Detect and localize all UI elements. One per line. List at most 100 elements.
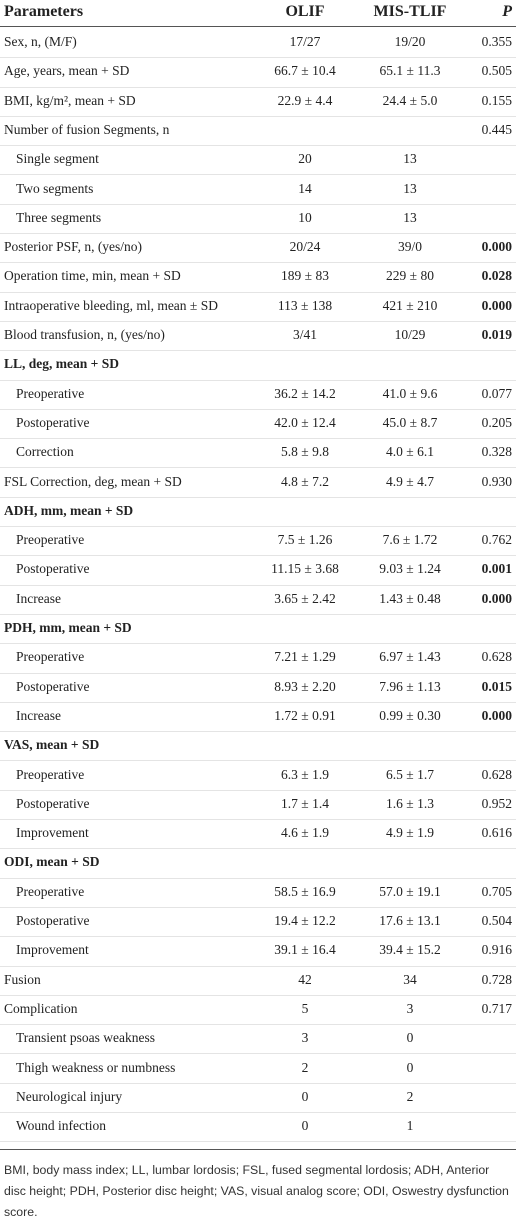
- table-row: Operation time, min, mean + SD 189 ± 83 22…: [0, 262, 516, 293]
- table-row: ODI, mean + SD: [0, 848, 516, 879]
- table-cell: 0.355: [481, 34, 512, 49]
- table-cell: 0.155: [481, 92, 512, 108]
- table-cell: 3/41: [292, 327, 317, 342]
- table-cell: 19/20: [394, 34, 426, 49]
- table-row: ADH, mm, mean + SD: [0, 497, 516, 528]
- table-cell: Number of fusion Segments, n: [4, 121, 170, 137]
- table-cell: 5: [301, 1000, 309, 1016]
- table-row: Postoperative 11.15 ± 3.68 9.03 ± 1.24 0.00…: [0, 555, 516, 586]
- table-cell: Postoperative: [16, 678, 90, 694]
- table-cell: Age, years, mean + SD: [4, 63, 130, 79]
- table-cell: 0.930: [481, 473, 512, 489]
- table-cell: 0.019: [481, 327, 512, 342]
- table-cell: Preoperative: [16, 385, 85, 401]
- table-cell: 7.96 ± 1.13: [379, 678, 441, 694]
- table-cell: 39.4 ± 15.2: [379, 942, 441, 958]
- table-cell: 3: [406, 1000, 414, 1016]
- table-row: Thigh weakness or numbness 2 0: [0, 1054, 516, 1084]
- table-cell: Blood transfusion, n, (yes/no): [4, 327, 165, 342]
- table-cell: 42: [298, 971, 312, 987]
- table-cell: 0.705: [481, 883, 512, 899]
- table-cell: Operation time, min, mean + SD: [4, 268, 181, 284]
- table-cell: Thigh weakness or numbness: [16, 1059, 176, 1075]
- table-header: Parameters OLIF MIS-TLIF P: [0, 0, 516, 27]
- table-cell: 0: [301, 1118, 309, 1134]
- table-cell: 34: [403, 971, 417, 987]
- table-row: PDH, mm, mean + SD: [0, 614, 516, 645]
- table-cell: 0.328: [481, 444, 512, 460]
- table-cell: Wound infection: [16, 1118, 107, 1134]
- table-cell: 20/24: [289, 239, 321, 255]
- table-cell: Preoperative: [16, 649, 85, 665]
- table-cell: 189 ± 83: [281, 268, 329, 284]
- table-cell: ADH, mm, mean + SD: [4, 502, 134, 518]
- table-cell: 0.616: [481, 825, 512, 841]
- table-row: Complication 5 3 0.717: [0, 995, 516, 1026]
- table-cell: 421 ± 210: [382, 297, 438, 313]
- table-cell: 14: [298, 180, 312, 196]
- table-cell: 0.015: [481, 678, 512, 694]
- table-cell: 13: [403, 151, 417, 167]
- table-cell: LL, deg, mean + SD: [4, 356, 119, 372]
- table-row: Preoperative 36.2 ± 14.2 41.0 ± 9.6 0.077: [0, 380, 516, 410]
- table-row: Increase 1.72 ± 0.91 0.99 ± 0.30 0.000: [0, 702, 516, 733]
- table-cell: 3: [301, 1030, 309, 1046]
- table-cell: 41.0 ± 9.6: [382, 385, 438, 401]
- table-cell: 10/29: [394, 327, 426, 342]
- header-cell: Parameters: [4, 3, 84, 20]
- table-cell: VAS, mean + SD: [4, 737, 100, 753]
- table-cell: 0.001: [481, 561, 512, 577]
- table-cell: 11.15 ± 3.68: [271, 561, 339, 577]
- table-cell: 7.6 ± 1.72: [382, 532, 438, 548]
- table-cell: 4.8 ± 7.2: [281, 473, 329, 489]
- table-cell: 0.717: [481, 1000, 512, 1016]
- table-row: Posterior PSF, n, (yes/no) 20/24 39/0 0.000: [0, 233, 516, 264]
- table-cell: FSL Correction, deg, mean + SD: [4, 473, 182, 489]
- table-cell: 4.0 ± 6.1: [386, 444, 434, 460]
- table-row: Postoperative 1.7 ± 1.4 1.6 ± 1.3 0.952: [0, 790, 516, 821]
- table-cell: 1.7 ± 1.4: [281, 795, 329, 811]
- table-cell: Fusion: [4, 971, 41, 987]
- table-cell: 42.0 ± 12.4: [274, 414, 336, 430]
- table-cell: 1.72 ± 0.91: [274, 707, 336, 723]
- table-cell: 0: [406, 1030, 414, 1046]
- table-row: FSL Correction, deg, mean + SD 4.8 ± 7.2 4…: [0, 468, 516, 498]
- table-cell: Posterior PSF, n, (yes/no): [4, 239, 143, 255]
- header-cell: MIS-TLIF: [373, 3, 447, 20]
- table-cell: 1.43 ± 0.48: [379, 590, 441, 606]
- footnote: BMI, body mass index; LL, lumbar lordosi…: [4, 1163, 509, 1219]
- table-cell: BMI, kg/m², mean + SD: [4, 92, 136, 108]
- table-cell: 0.445: [481, 121, 512, 137]
- table-cell: Improvement: [16, 942, 89, 958]
- table-cell: ODI, mean + SD: [4, 854, 100, 870]
- table-cell: 229 ± 80: [386, 268, 434, 284]
- table-row: Improvement 4.6 ± 1.9 4.9 ± 1.9 0.616: [0, 819, 516, 850]
- table-row: Number of fusion Segments, n 0.445: [0, 116, 516, 147]
- table-cell: 17/27: [289, 34, 321, 49]
- header-cell: P: [502, 3, 512, 20]
- table-cell: Sex, n, (M/F): [4, 34, 77, 49]
- table-row: Age, years, mean + SD 66.7 ± 10.4 65.1 ± 1…: [0, 57, 516, 88]
- table-cell: 65.1 ± 11.3: [379, 63, 441, 79]
- table-cell: Complication: [4, 1000, 78, 1016]
- table-cell: 0.000: [481, 590, 512, 606]
- table-cell: 0.205: [481, 414, 512, 430]
- table-cell: 19.4 ± 12.2: [274, 913, 336, 928]
- table-cell: 0.000: [481, 297, 512, 313]
- table-cell: 0.000: [481, 239, 512, 255]
- table-cell: Improvement: [16, 825, 89, 841]
- table-row: Neurological injury 0 2: [0, 1083, 516, 1114]
- table-cell: 4.6 ± 1.9: [281, 825, 329, 841]
- table-cell: 1.6 ± 1.3: [386, 795, 434, 811]
- table-cell: 13: [403, 209, 417, 225]
- table-bottom-rule: [0, 1149, 516, 1150]
- table-cell: 13: [403, 180, 417, 196]
- table-row: Fusion 42 34 0.728: [0, 966, 516, 996]
- table-cell: Three segments: [16, 209, 102, 225]
- table-row: Two segments 14 13: [0, 175, 516, 205]
- table-row: Blood transfusion, n, (yes/no) 3/41 10/29 0…: [0, 321, 516, 352]
- table-cell: 0.916: [481, 942, 512, 958]
- table-cell: Postoperative: [16, 561, 90, 577]
- table-cell: Preoperative: [16, 766, 85, 782]
- table-cell: Neurological injury: [16, 1088, 123, 1104]
